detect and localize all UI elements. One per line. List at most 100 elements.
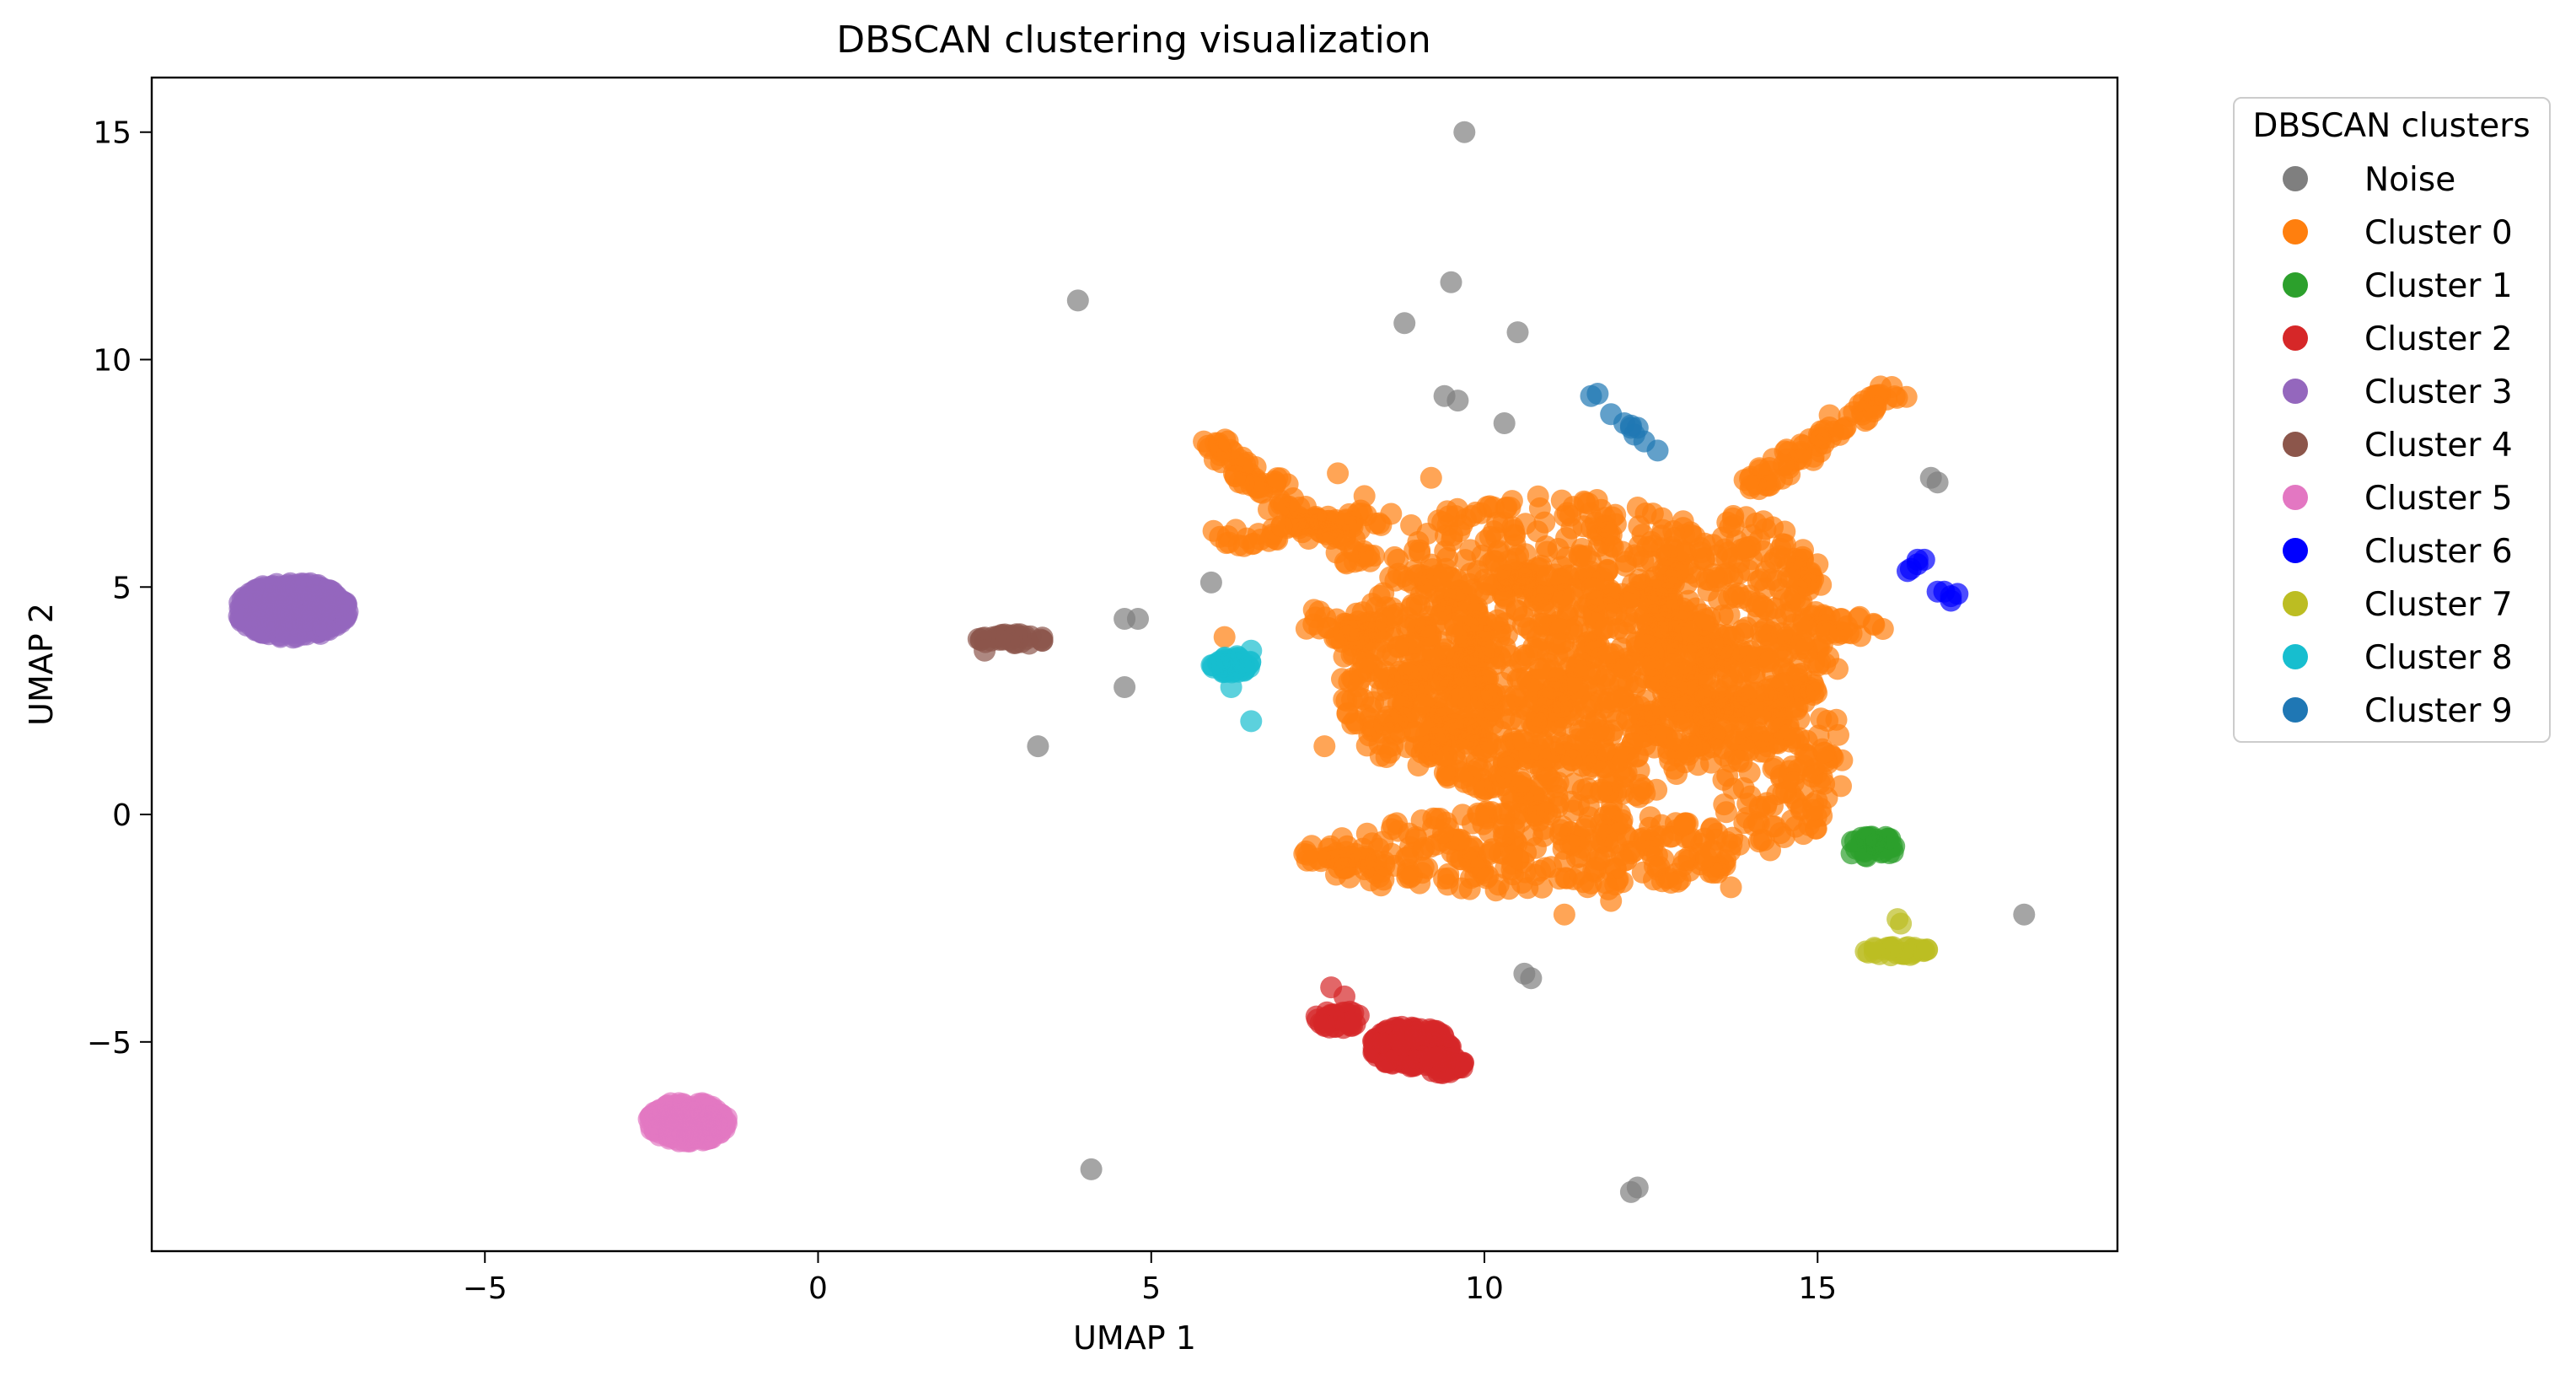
point-cluster-0-1221 (1809, 651, 1832, 674)
point-cluster-5-252 (655, 1094, 678, 1117)
point-cluster-3-474 (285, 626, 307, 648)
point-cluster-0-1975 (1504, 524, 1527, 547)
point-cluster-0-2131 (1806, 681, 1828, 704)
point-cluster-0-1910 (1634, 502, 1657, 524)
point-cluster-0-1961 (1611, 583, 1634, 605)
point-cluster-0-1241 (1795, 637, 1817, 660)
point-cluster-0-2438 (1796, 616, 1818, 638)
point-cluster-0-1979 (1642, 535, 1665, 557)
point-cluster-0-874 (1550, 696, 1573, 718)
point-cluster-0-1120 (1711, 605, 1734, 626)
point-noise-17 (1520, 967, 1543, 990)
point-cluster-0-879 (1615, 654, 1638, 677)
point-cluster-0-1088 (1681, 724, 1704, 747)
point-cluster-0-840 (1453, 771, 1476, 793)
point-cluster-0-1939 (1527, 485, 1549, 508)
legend-marker-cluster-3 (2283, 379, 2308, 404)
point-cluster-0-2149 (1751, 725, 1774, 748)
y-tick-label-1: 0 (112, 798, 131, 833)
point-cluster-0-2482 (1387, 548, 1409, 571)
point-cluster-0-1419 (1362, 690, 1385, 713)
point-cluster-0-1217 (1721, 566, 1744, 588)
point-cluster-0-2477 (1600, 889, 1623, 912)
point-cluster-3-467 (293, 576, 316, 599)
point-cluster-0-1977 (1644, 579, 1666, 602)
point-cluster-0-844 (1639, 703, 1661, 726)
point-cluster-0-2142 (1741, 698, 1764, 720)
legend-marker-cluster-8 (2283, 644, 2308, 669)
point-cluster-1-44 (1845, 837, 1867, 860)
point-cluster-0-1160 (1722, 583, 1745, 606)
point-cluster-0-2444 (1829, 608, 1852, 631)
point-cluster-0-1991 (1409, 541, 1431, 564)
point-cluster-0-1485 (1377, 705, 1399, 728)
legend-label-cluster-8: Cluster 8 (2364, 639, 2513, 677)
x-tick-label-1: 0 (808, 1271, 828, 1306)
point-noise-7 (1493, 412, 1516, 434)
point-cluster-3-498 (259, 609, 282, 631)
point-cluster-8-46 (1220, 676, 1242, 698)
point-cluster-0-2148 (1716, 765, 1739, 787)
point-cluster-0-842 (1538, 767, 1560, 789)
point-noise-12 (1127, 608, 1149, 630)
point-cluster-0-1999 (1586, 590, 1608, 613)
point-cluster-0-2147 (1782, 771, 1805, 793)
point-cluster-0-1776 (1572, 871, 1595, 894)
point-cluster-0-2130 (1734, 715, 1757, 738)
point-cluster-0-1774 (1570, 836, 1593, 859)
point-cluster-2-351 (1334, 985, 1355, 1008)
point-cluster-0-2124 (1830, 775, 1852, 798)
point-cluster-0-1447 (1409, 594, 1431, 617)
point-noise-0 (1453, 121, 1476, 143)
point-cluster-0-2473 (1334, 857, 1356, 879)
point-cluster-3-455 (314, 616, 336, 639)
x-tick-label-2: 5 (1141, 1271, 1161, 1306)
point-cluster-0-1608 (1382, 814, 1404, 836)
point-cluster-0-2144 (1801, 766, 1824, 788)
point-cluster-2-286 (1313, 1014, 1336, 1036)
point-cluster-9-9 (1619, 414, 1642, 437)
point-noise-4 (1506, 321, 1529, 344)
point-cluster-0-1750 (1693, 827, 1716, 850)
point-cluster-0-1495 (1407, 755, 1430, 776)
point-cluster-0-1244 (1739, 645, 1761, 667)
point-cluster-0-1968 (1435, 524, 1457, 547)
point-cluster-0-2389 (1270, 515, 1293, 538)
legend-marker-cluster-7 (2283, 591, 2308, 616)
point-cluster-0-2379 (1241, 533, 1264, 556)
point-cluster-2-233 (1377, 1049, 1400, 1072)
y-tick-label-4: 15 (93, 116, 131, 151)
point-cluster-0-1994 (1575, 545, 1597, 567)
point-cluster-0-1988 (1489, 558, 1512, 581)
point-cluster-0-883 (1617, 746, 1640, 769)
point-cluster-0-1779 (1673, 813, 1696, 836)
point-cluster-0-1762 (1435, 811, 1457, 834)
point-cluster-0-779 (1580, 691, 1603, 713)
point-cluster-0-1796 (1623, 840, 1645, 862)
point-cluster-0-2488 (1213, 626, 1236, 648)
legend-marker-cluster-5 (2283, 485, 2308, 510)
point-cluster-0-1748 (1437, 867, 1459, 889)
point-cluster-0-806 (1634, 782, 1656, 805)
point-cluster-0-2487 (1419, 466, 1442, 489)
point-cluster-0-2078 (1807, 724, 1830, 747)
point-cluster-8-44 (1216, 649, 1238, 672)
point-noise-15 (2013, 903, 2036, 926)
legend-label-cluster-7: Cluster 7 (2364, 586, 2513, 624)
point-cluster-0-1997 (1495, 496, 1518, 519)
point-cluster-0-1733 (1525, 836, 1547, 859)
point-cluster-0-850 (1543, 633, 1565, 656)
legend-label-cluster-0: Cluster 0 (2364, 214, 2513, 252)
point-cluster-0-1766 (1586, 848, 1608, 871)
y-tick-label-2: 5 (112, 571, 131, 605)
legend-title: DBSCAN clusters (2252, 107, 2530, 145)
legend-entries: Noise Cluster 0 Cluster 1 Cluster 2 Cluster … (2283, 161, 2513, 730)
point-cluster-0-2388 (1341, 515, 1364, 538)
point-cluster-0-2486 (1327, 462, 1350, 485)
point-cluster-0-1746 (1562, 799, 1585, 822)
point-cluster-0-2419 (1364, 621, 1387, 643)
point-noise-6 (1446, 390, 1469, 412)
point-cluster-0-1240 (1680, 644, 1703, 667)
point-cluster-0-1996 (1533, 511, 1556, 534)
